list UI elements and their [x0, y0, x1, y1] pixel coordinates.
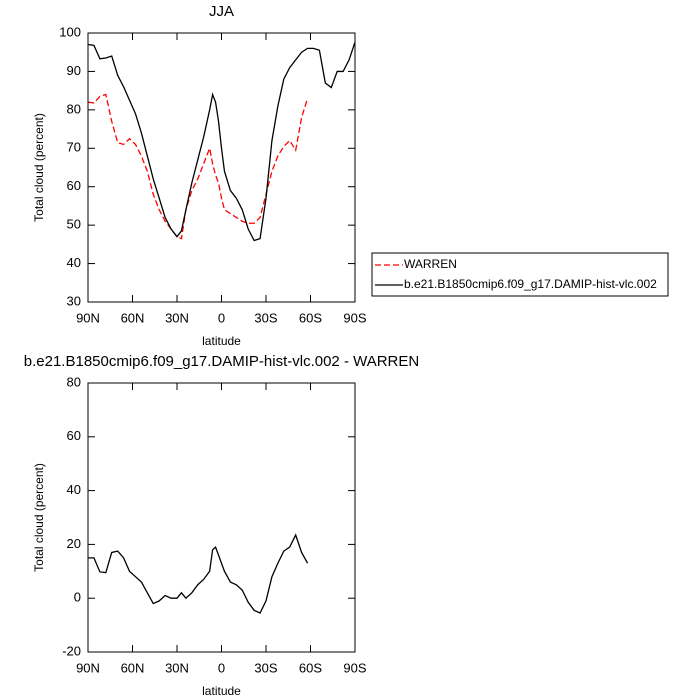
- y-tick-label: 60: [67, 178, 81, 193]
- x-tick-label: 30N: [165, 660, 189, 675]
- y-tick-label: 100: [59, 24, 81, 39]
- x-tick-label: 90S: [343, 310, 366, 325]
- y-tick-label: 30: [67, 293, 81, 308]
- chart-title: b.e21.B1850cmip6.f09_g17.DAMIP-hist-vlc.…: [24, 353, 419, 370]
- y-tick-label: -20: [62, 643, 81, 658]
- y-tick-label: 80: [67, 374, 81, 389]
- y-axis-label: Total cloud (percent): [32, 463, 46, 572]
- legend-box: [371, 252, 669, 297]
- y-tick-label: 70: [67, 140, 81, 155]
- x-tick-label: 90S: [343, 660, 366, 675]
- plot-frame: [87, 32, 356, 303]
- x-tick-label: 90N: [76, 660, 100, 675]
- y-tick-label: 0: [74, 590, 81, 605]
- x-tick-label: 0: [218, 660, 225, 675]
- x-axis-label: latitude: [202, 684, 241, 698]
- x-tick-label: 0: [218, 310, 225, 325]
- y-tick-label: 50: [67, 217, 81, 232]
- y-tick-label: 80: [67, 101, 81, 116]
- x-tick-label: 30S: [254, 660, 277, 675]
- plot-frame: [87, 382, 356, 653]
- y-axis-label: Total cloud (percent): [32, 113, 46, 222]
- x-tick-label: 60S: [299, 660, 322, 675]
- x-tick-label: 60N: [121, 660, 145, 675]
- y-tick-label: 40: [67, 482, 81, 497]
- data-line: [87, 42, 356, 242]
- x-axis-label: latitude: [202, 334, 241, 348]
- data-line: [87, 93, 309, 240]
- y-tick-label: 20: [67, 536, 81, 551]
- legend-label: WARREN: [404, 257, 457, 271]
- y-tick-label: 90: [67, 63, 81, 78]
- legend-label: b.e21.B1850cmip6.f09_g17.DAMIP-hist-vlc.…: [404, 277, 657, 291]
- y-tick-label: 40: [67, 255, 81, 270]
- x-tick-label: 30S: [254, 310, 277, 325]
- x-tick-label: 60S: [299, 310, 322, 325]
- data-line: [88, 533, 309, 614]
- x-tick-label: 90N: [76, 310, 100, 325]
- y-tick-label: 60: [67, 428, 81, 443]
- x-tick-label: 60N: [121, 310, 145, 325]
- x-tick-label: 30N: [165, 310, 189, 325]
- chart-title: JJA: [209, 3, 234, 20]
